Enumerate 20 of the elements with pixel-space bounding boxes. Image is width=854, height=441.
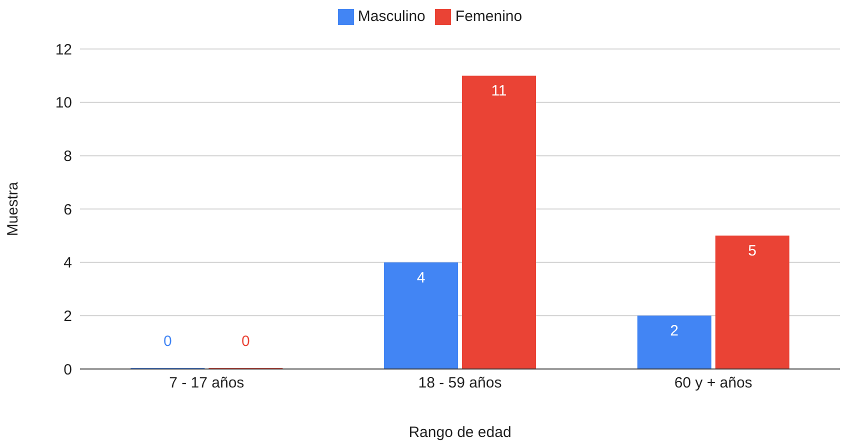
y-tick-label: 12	[55, 41, 72, 58]
y-tick-label: 8	[64, 148, 72, 166]
x-tick-label: 7 - 17 años	[169, 374, 244, 392]
y-axis-title: Muestra	[4, 181, 22, 236]
y-tick-label: 4	[64, 254, 72, 272]
legend-label: Femenino	[455, 8, 522, 25]
y-tick-label: 6	[64, 201, 72, 218]
y-tick-label: 10	[55, 94, 72, 112]
x-tick-label: 18 - 59 años	[418, 374, 502, 392]
y-tick-label: 0	[64, 361, 72, 378]
data-label: 5	[748, 242, 757, 260]
data-label: 11	[491, 82, 507, 100]
data-label: 2	[670, 322, 679, 340]
data-label: 4	[416, 269, 426, 286]
x-tick-label: 60 y + años	[674, 374, 752, 392]
data-label: 0	[163, 333, 172, 350]
y-tick-label: 2	[64, 308, 72, 325]
x-axis-title: Rango de edad	[408, 424, 512, 441]
data-label: 0	[241, 333, 250, 350]
legend-label: Masculino	[358, 8, 426, 25]
